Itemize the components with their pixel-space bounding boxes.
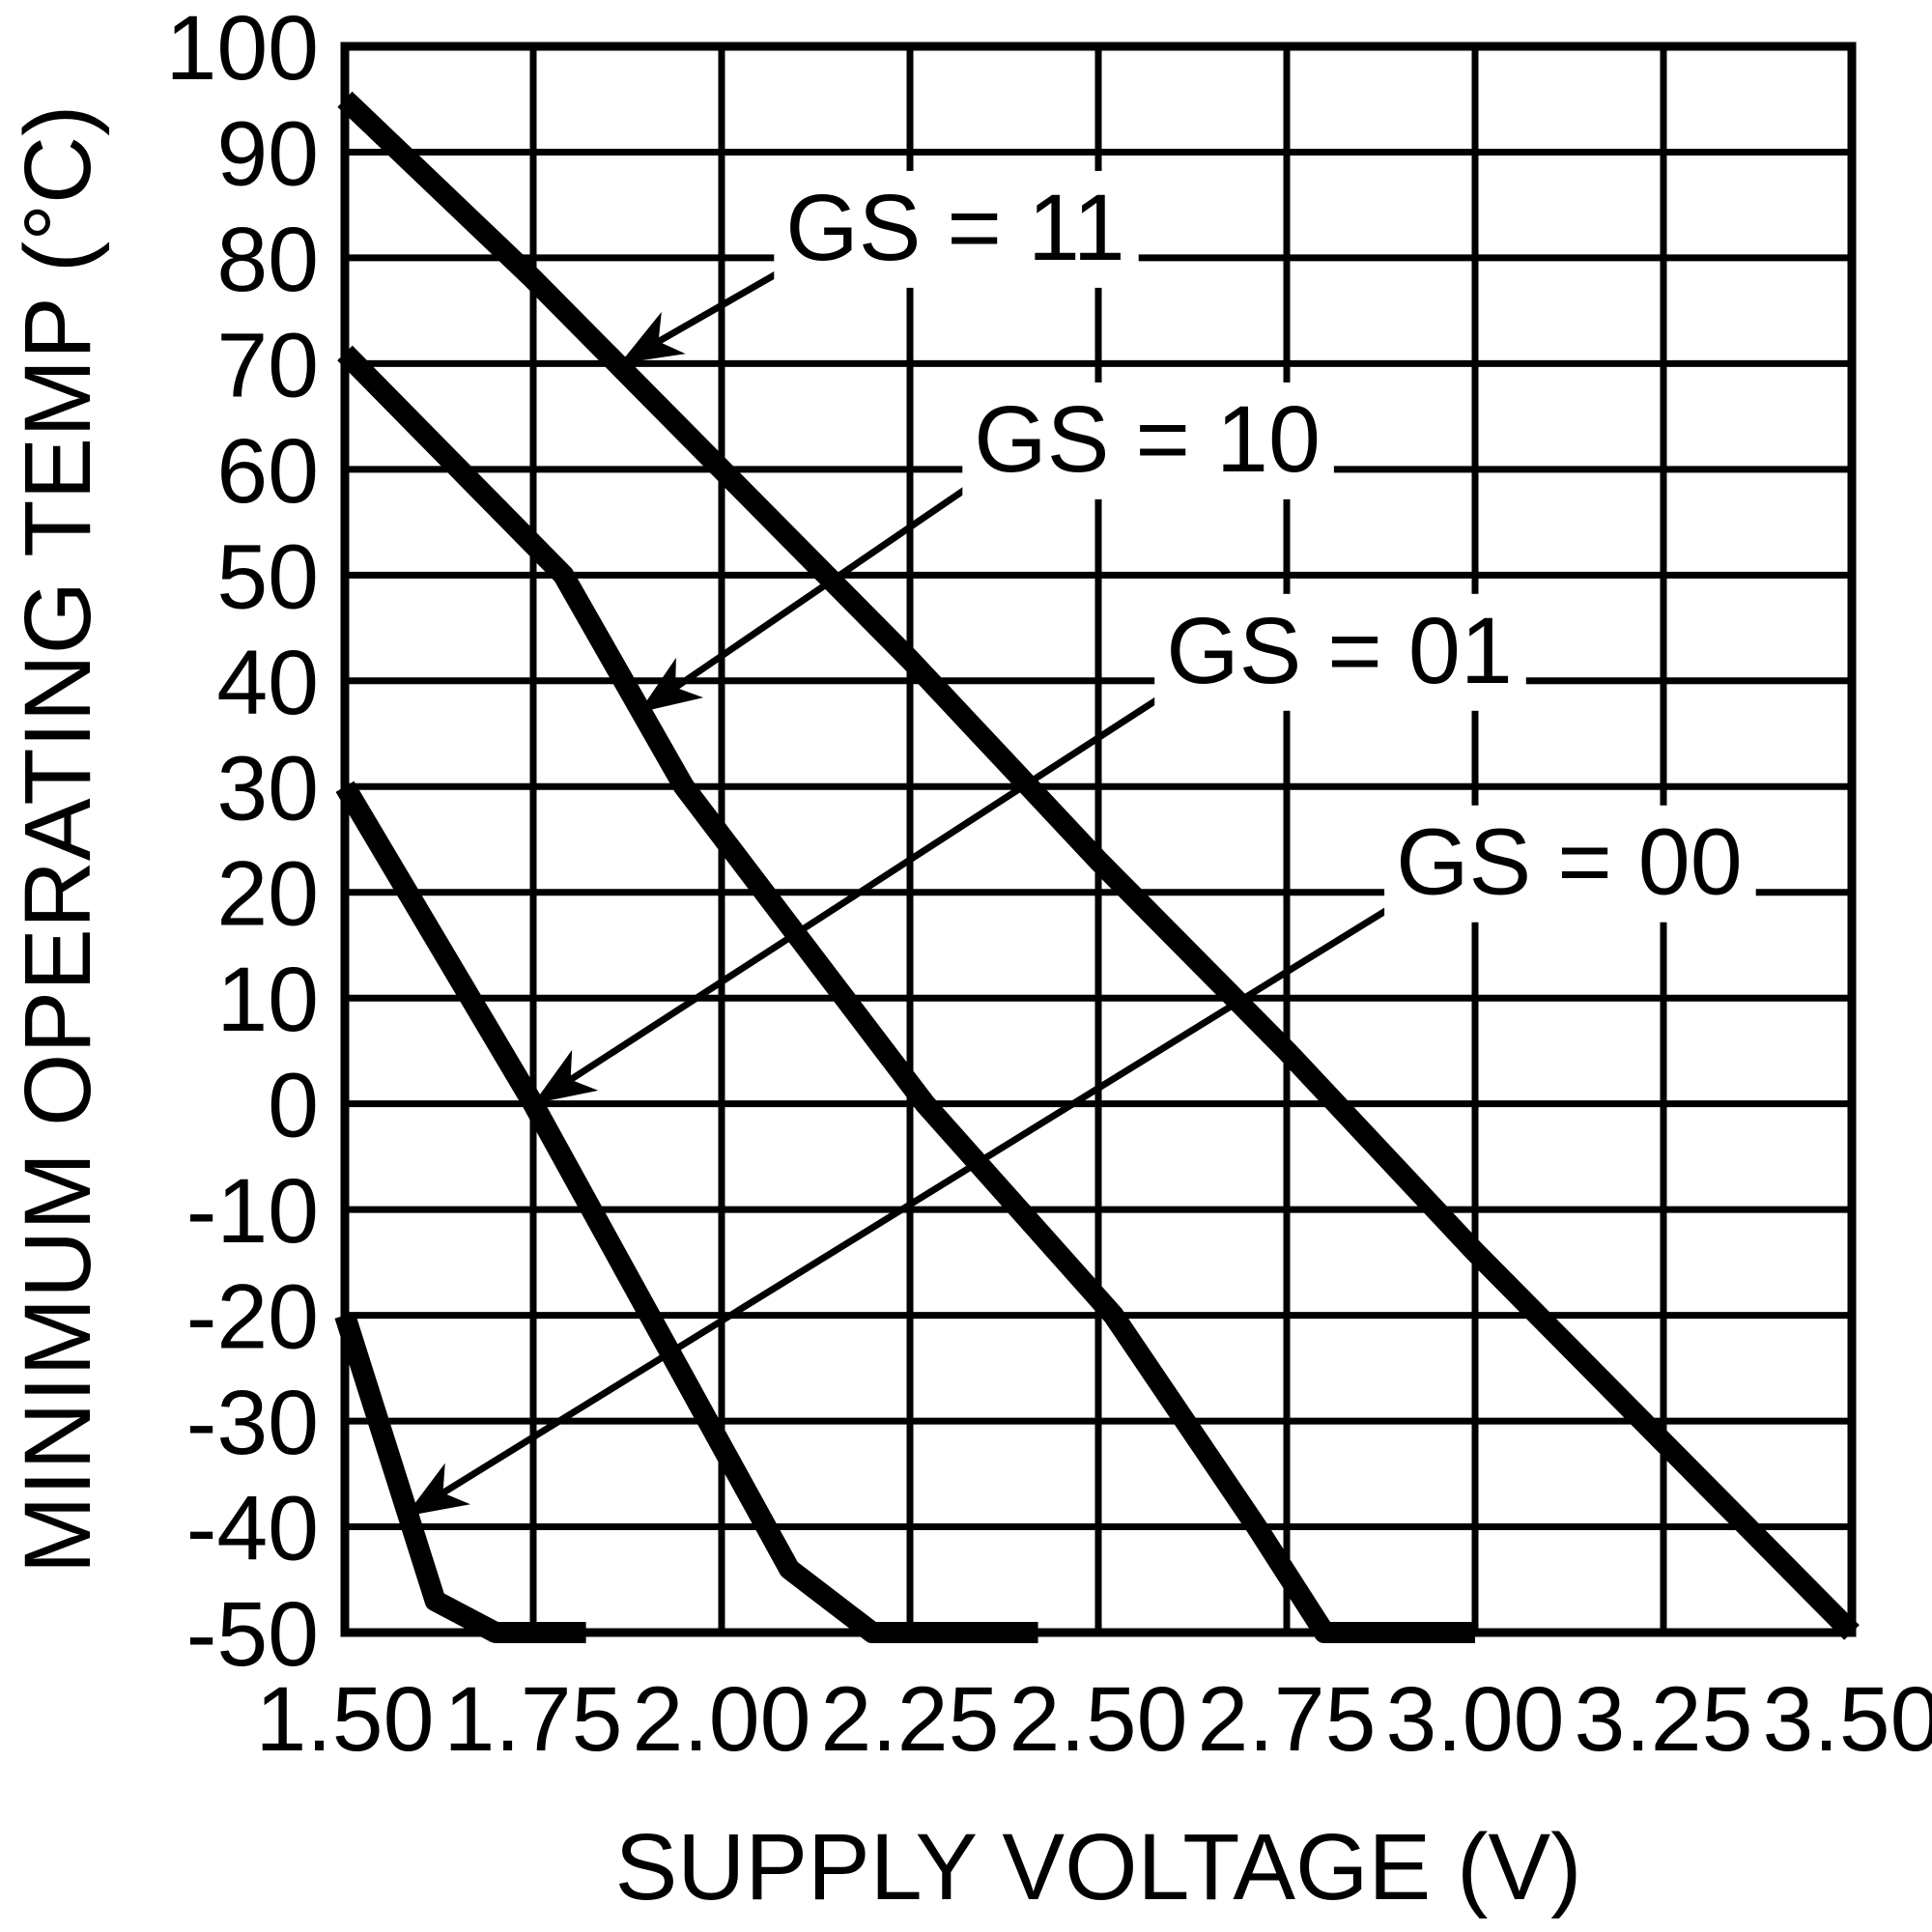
leader-line-gs=01 [531,671,1198,1107]
x-tick-label-3.25: 3.25 [1575,1668,1753,1771]
plot-border [340,42,1857,1637]
y-axis-title: MINIMUM OPERATING TEMP (°C) [5,105,110,1575]
x-axis-title: SUPPLY VOLTAGE (V) [615,1814,1582,1919]
y-tick-label-70: 70 [216,314,319,416]
y-tick-label--30: -30 [186,1372,319,1474]
arrowhead-gs=01 [533,1049,599,1104]
axis-tick-labels: 1.50 1.75 2.00 2.25 2.50 2.75 3.00 3.25 3.501009… [165,0,1932,1771]
curve-gs=00 [334,1312,586,1643]
y-tick-label-0: 0 [268,1055,319,1157]
y-tick-label--50: -50 [186,1583,319,1686]
data-curves [334,91,1860,1643]
curve-label-gs=10: GS = 10 [974,386,1321,492]
y-tick-label--10: -10 [186,1160,319,1263]
label-background-gs=00 [1384,805,1756,923]
y-tick-label-50: 50 [216,526,319,628]
y-tick-label-90: 90 [216,102,319,205]
x-tick-label-3.00: 3.00 [1386,1668,1565,1771]
curve-gs=01 [335,781,1038,1643]
y-tick-label-20: 20 [216,843,319,946]
y-tick-label-100: 100 [165,0,319,99]
label-background-gs=11 [774,170,1139,288]
curve-label-gs=01: GS = 01 [1166,598,1513,703]
x-tick-label-1.50: 1.50 [256,1668,435,1771]
x-tick-label-2.75: 2.75 [1198,1668,1377,1771]
curve-label-gs=11: GS = 11 [785,175,1124,280]
label-background-gs=01 [1154,593,1526,711]
curve-label-gs=00: GS = 00 [1396,810,1743,915]
arrowhead-gs=10 [639,657,704,713]
x-tick-label-3.50: 3.50 [1763,1668,1932,1771]
y-tick-label--40: -40 [186,1478,319,1580]
curve-gs=11 [337,91,1860,1640]
y-tick-label-60: 60 [216,420,319,523]
y-tick-label-80: 80 [216,209,319,311]
label-background-gs=10 [962,382,1334,499]
curve-labels: GS = 11 GS = 10 GS = 01 GS = 00 [774,170,1756,923]
x-tick-label-2.00: 2.00 [633,1668,811,1771]
curve-gs=10 [337,345,1475,1643]
x-tick-label-2.50: 2.50 [1009,1668,1188,1771]
annotation-arrowheads [405,311,704,1517]
arrowhead-gs=11 [619,311,686,364]
y-tick-label--20: -20 [186,1266,319,1369]
arrowhead-gs=00 [405,1463,470,1517]
x-tick-label-2.25: 2.25 [821,1668,1000,1771]
y-tick-label-40: 40 [216,632,319,734]
leader-line-gs=10 [637,460,1006,716]
x-tick-label-1.75: 1.75 [444,1668,623,1771]
leader-line-gs=00 [403,883,1427,1520]
y-tick-label-10: 10 [216,949,319,1051]
y-tick-label-30: 30 [216,737,319,839]
